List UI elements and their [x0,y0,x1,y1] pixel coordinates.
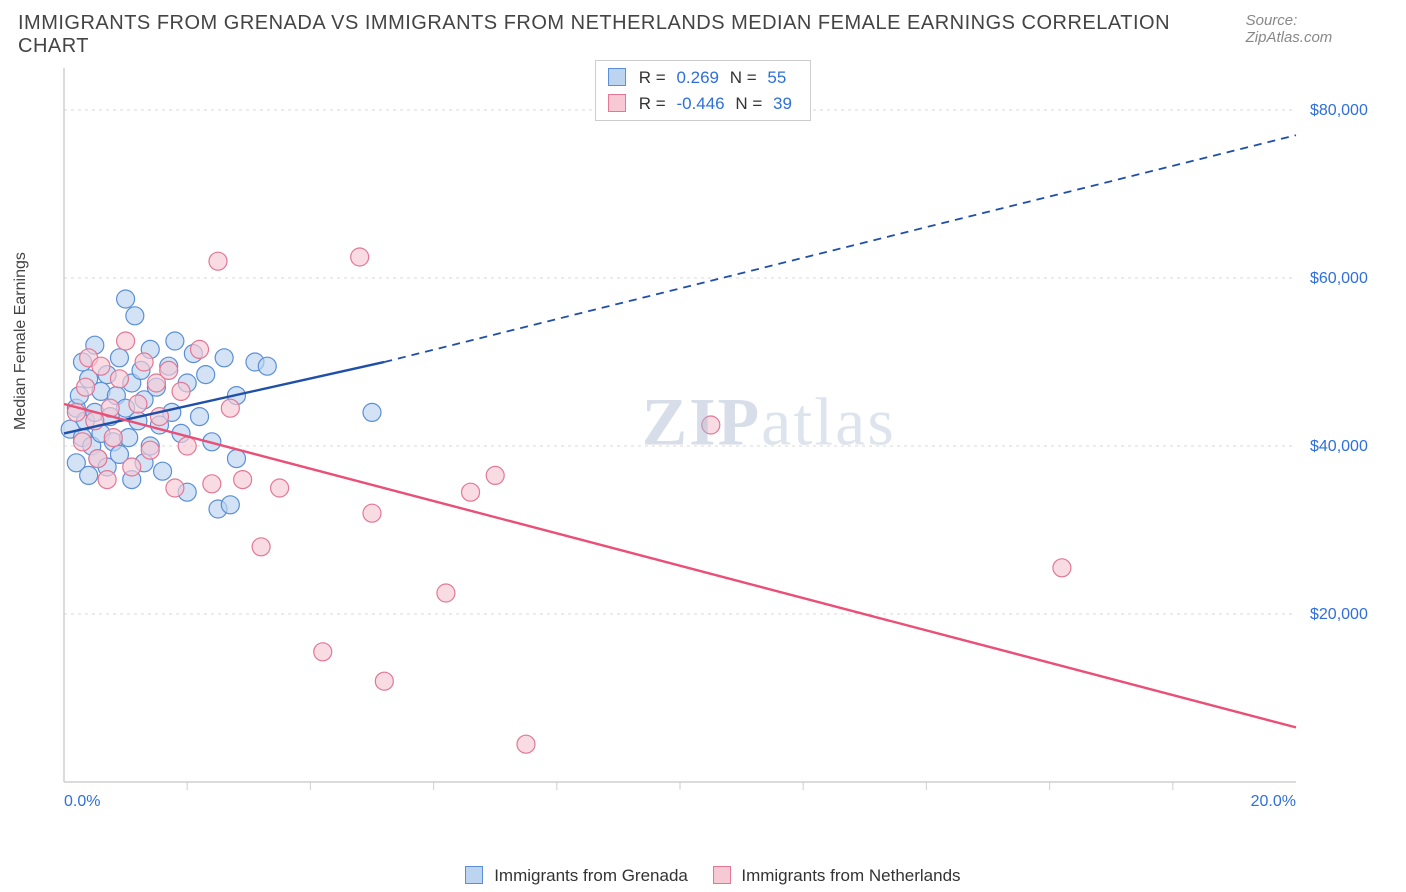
legend-row-netherlands: R = -0.446 N = 39 [608,91,798,117]
svg-text:0.0%: 0.0% [64,793,100,810]
y-axis-label: Median Female Earnings [12,252,30,430]
svg-text:$60,000: $60,000 [1310,270,1368,287]
svg-text:$80,000: $80,000 [1310,102,1368,119]
legend-label: Immigrants from Netherlands [741,866,960,885]
scatter-plot: $20,000 $40,000 $60,000 $80,000 0.0% 20.0% [56,62,1376,812]
swatch-icon [713,866,731,884]
swatch-icon [608,68,626,86]
series-legend: Immigrants from Grenada Immigrants from … [0,866,1406,886]
swatch-icon [465,866,483,884]
svg-text:$20,000: $20,000 [1310,606,1368,623]
source-text: Source: ZipAtlas.com [1246,12,1388,46]
chart-area: $20,000$40,000$60,000$80,0000.0%20.0% ZI… [56,62,1376,812]
chart-title: IMMIGRANTS FROM GRENADA VS IMMIGRANTS FR… [18,12,1246,58]
correlation-legend: R = 0.269 N = 55 R = -0.446 N = 39 [595,60,811,121]
svg-text:20.0%: 20.0% [1251,793,1296,810]
svg-text:$40,000: $40,000 [1310,438,1368,455]
legend-row-grenada: R = 0.269 N = 55 [608,65,798,91]
legend-label: Immigrants from Grenada [494,866,688,885]
swatch-icon [608,94,626,112]
